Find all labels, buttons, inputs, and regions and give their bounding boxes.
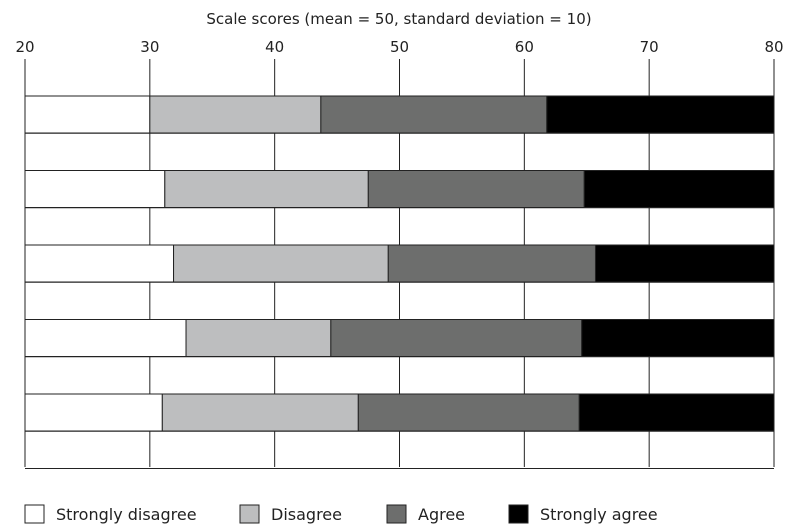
bar-segment — [330, 319, 583, 357]
bar-segment — [357, 393, 580, 432]
legend-label: Disagree — [271, 505, 342, 524]
x-axis-title: Scale scores (mean = 50, standard deviat… — [206, 10, 591, 28]
bar-segment — [24, 95, 151, 134]
legend-label: Strongly agree — [540, 505, 658, 524]
x-tick-label: 50 — [390, 38, 409, 56]
bar-segment — [149, 95, 322, 134]
bar-segment — [24, 170, 166, 208]
bar-segment — [24, 244, 175, 283]
bar-segment — [185, 319, 332, 357]
legend-swatch — [239, 504, 260, 524]
bar-segment — [320, 95, 548, 134]
x-tick-label: 60 — [515, 38, 534, 56]
bar-segment — [578, 393, 775, 432]
legend-swatch — [508, 504, 529, 524]
legend-swatch — [386, 504, 407, 524]
x-tick-label: 70 — [640, 38, 659, 56]
x-axis-ticks: 20 30 40 50 60 70 80 — [15, 38, 783, 56]
bar-segment — [387, 244, 596, 283]
bars — [24, 95, 775, 432]
x-tick-label: 20 — [15, 38, 34, 56]
bar-segment — [367, 170, 585, 208]
bar-segment — [546, 95, 775, 134]
bar-segment — [24, 393, 163, 432]
bar-segment — [581, 319, 775, 357]
bar-segment — [161, 393, 359, 432]
legend: Strongly disagree Disagree Agree Strongly a… — [24, 504, 658, 524]
x-tick-label: 80 — [764, 38, 783, 56]
x-tick-label: 30 — [140, 38, 159, 56]
bar-segment — [594, 244, 775, 283]
legend-swatch — [24, 504, 45, 524]
bar-segment — [164, 170, 369, 208]
bar-segment — [173, 244, 389, 283]
bar-segment — [583, 170, 775, 208]
legend-label: Agree — [418, 505, 465, 524]
bar-segment — [24, 319, 187, 357]
legend-label: Strongly disagree — [56, 505, 197, 524]
x-tick-label: 40 — [265, 38, 284, 56]
